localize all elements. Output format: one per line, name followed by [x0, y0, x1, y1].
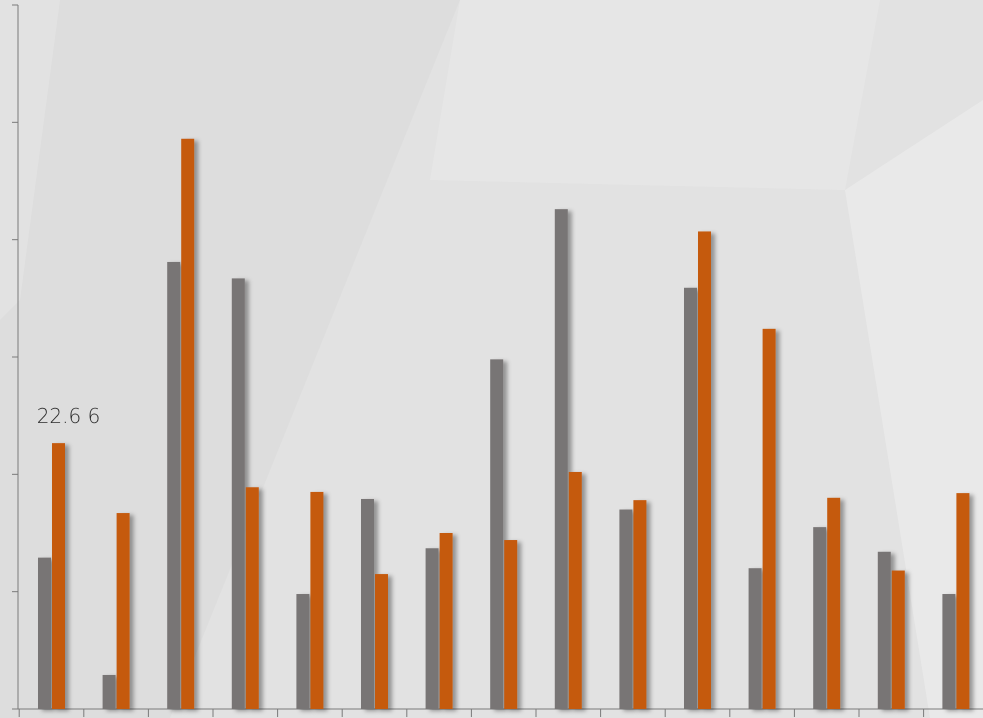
- bar-series-2-10: [633, 500, 647, 709]
- bars: [38, 138, 970, 709]
- bar-series-1-11: [684, 287, 697, 709]
- bar-series-1-15: [942, 594, 956, 709]
- bar-series-1-3: [167, 261, 181, 709]
- bar-series-2-4: [245, 487, 259, 709]
- bar-series-1-9: [554, 209, 568, 709]
- bar-series-1-8: [490, 359, 504, 709]
- bar-series-2-2: [116, 513, 130, 709]
- y-axis: [12, 4, 19, 710]
- bar-series-1-10: [619, 509, 633, 709]
- bar-series-1-13: [813, 527, 827, 709]
- data-labels: 22.6 6: [37, 404, 101, 428]
- data-label-1: 22.6 6: [37, 404, 101, 428]
- x-axis: [18, 708, 983, 717]
- bar-series-2-6: [375, 574, 388, 709]
- bar-series-2-9: [568, 471, 582, 709]
- bar-series-2-1: [52, 443, 65, 709]
- bar-series-1-5: [296, 594, 310, 709]
- bar-series-1-2: [102, 674, 116, 709]
- bar-series-2-14: [891, 570, 905, 709]
- bar-series-1-12: [748, 568, 762, 709]
- bar-series-1-7: [425, 548, 439, 709]
- bar-series-1-1: [38, 557, 51, 709]
- bar-series-2-11: [698, 231, 711, 709]
- bar-series-1-4: [231, 278, 245, 709]
- bar-series-2-7: [439, 533, 453, 709]
- bar-series-2-15: [956, 493, 970, 709]
- bar-series-2-5: [310, 491, 324, 709]
- bar-series-2-12: [762, 328, 776, 709]
- bar-series-2-8: [504, 540, 518, 709]
- bar-series-2-13: [827, 497, 841, 709]
- bar-series-1-6: [361, 498, 374, 709]
- bar-series-1-14: [877, 551, 891, 709]
- bar-series-2-3: [181, 138, 195, 709]
